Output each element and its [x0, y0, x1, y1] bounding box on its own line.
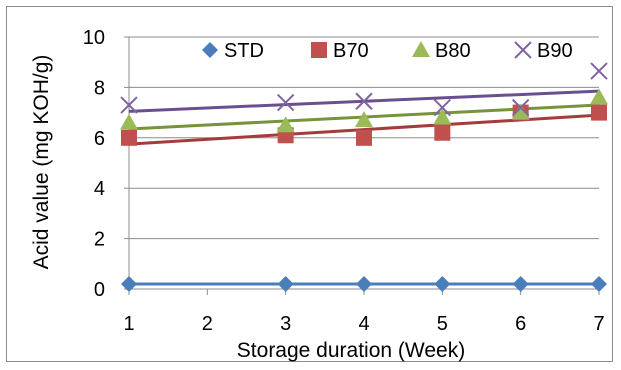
- x-axis-title: Storage duration (Week): [237, 339, 465, 362]
- x-tick-label: 3: [280, 313, 291, 335]
- data-point-b70: [356, 129, 372, 146]
- data-point-b90: [511, 98, 530, 117]
- y-tick-label: 4: [94, 178, 105, 200]
- chart-frame: [6, 6, 613, 362]
- data-point-b90: [276, 93, 295, 112]
- legend: STD B70 B80 B90: [202, 40, 573, 62]
- data-point-b90: [514, 41, 532, 59]
- y-tick-label: 6: [94, 128, 105, 150]
- data-point-b80: [412, 41, 430, 57]
- data-point-std: [277, 275, 294, 292]
- data-point-std: [434, 275, 451, 292]
- x-tick-label: 1: [123, 313, 134, 335]
- data-point-std: [591, 275, 607, 292]
- data-point-b80: [276, 116, 295, 133]
- marker-layer: [120, 62, 608, 292]
- x-tick-label: 4: [358, 313, 369, 335]
- y-axis-title: Acid value (mg KOH/g): [30, 55, 53, 270]
- legend-label-b80: B80: [435, 40, 471, 62]
- y-tick-label: 10: [83, 27, 105, 49]
- legend-label-std: STD: [224, 40, 264, 62]
- data-point-b80: [120, 113, 138, 130]
- data-point-b80: [355, 111, 373, 128]
- data-point-b70: [434, 124, 451, 141]
- legend-label-b90: B90: [537, 40, 573, 62]
- data-point-b70: [311, 42, 327, 58]
- y-tick-label: 2: [94, 229, 105, 251]
- data-point-b90: [590, 62, 608, 80]
- data-point-std: [121, 275, 137, 292]
- y-tick-label: 8: [94, 77, 105, 99]
- y-tick-label: 0: [94, 279, 105, 301]
- data-point-std: [512, 275, 529, 292]
- data-point-b80: [433, 108, 452, 125]
- data-point-b70: [591, 104, 607, 121]
- data-point-b70: [121, 129, 137, 146]
- x-tick-label: 6: [515, 313, 526, 335]
- data-point-b80: [590, 88, 608, 105]
- data-point-b80: [511, 103, 530, 120]
- x-tick-label: 2: [202, 313, 213, 335]
- data-point-b90: [433, 98, 452, 117]
- data-point-b90: [120, 96, 138, 114]
- legend-label-b70: B70: [333, 40, 369, 62]
- data-point-std: [356, 275, 372, 292]
- x-tick-label: 7: [593, 313, 604, 335]
- data-point-b90: [355, 92, 373, 110]
- data-point-std: [202, 42, 218, 58]
- x-tick-label: 5: [437, 313, 448, 335]
